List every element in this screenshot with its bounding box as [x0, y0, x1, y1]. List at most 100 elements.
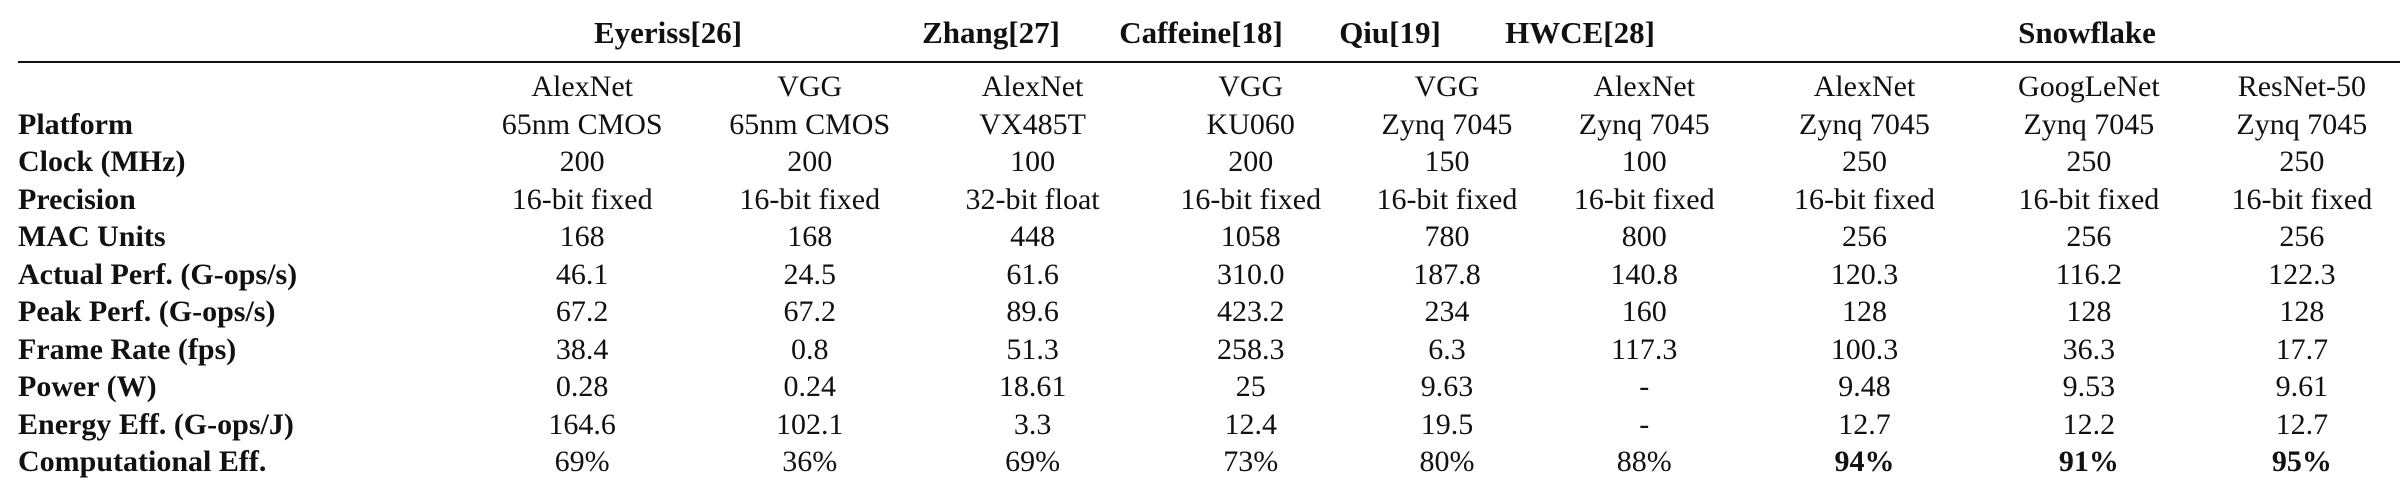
table-cell: 19.5 — [1420, 407, 1474, 441]
table-cell: 32-bit float — [965, 182, 1100, 216]
table-cell: VX485T — [979, 107, 1086, 141]
network-cell: VGG — [1218, 70, 1284, 103]
table-cell: 310.0 — [1216, 257, 1285, 291]
comparison-table: AlexNet VGG AlexNet VGG VGG AlexNet Alex… — [18, 68, 2400, 481]
table-cell: 250 — [2066, 145, 2112, 178]
network-row: AlexNet VGG AlexNet VGG VGG AlexNet Alex… — [18, 68, 2400, 106]
table-cell: - — [1639, 370, 1650, 403]
table-cell: Zynq 7045 — [1381, 107, 1513, 141]
table-cell: Zynq 7045 — [1799, 107, 1930, 141]
table-cell: 168 — [559, 220, 605, 253]
table-row: Platform 65nm CMOS 65nm CMOS VX485T KU060 Zyn… — [18, 106, 2400, 144]
group-header-qiu: Qiu[19] — [1339, 15, 1441, 50]
table-cell: 16-bit fixed — [2018, 182, 2160, 216]
table-cell: 120.3 — [1830, 257, 1899, 291]
table-cell: 95% — [2271, 445, 2332, 478]
table-cell: 61.6 — [1006, 257, 1059, 291]
table-cell: 17.7 — [2275, 332, 2329, 366]
row-label: Actual Perf. (G-ops/s) — [18, 257, 298, 291]
table-cell: 16-bit fixed — [1573, 182, 1715, 216]
table-cell: 46.1 — [555, 257, 609, 291]
table-cell: 94% — [1834, 445, 1895, 478]
table-cell: 200 — [559, 145, 605, 178]
group-header-eyeriss: Eyeriss[26] — [593, 15, 743, 50]
table-cell: 38.4 — [555, 332, 609, 366]
table-cell: 122.3 — [2268, 257, 2336, 291]
table-cell: 16-bit fixed — [511, 182, 653, 216]
table-cell: 256 — [2279, 220, 2325, 253]
group-header-caffeine: Caffeine[18] — [1119, 15, 1283, 50]
table-cell: 0.28 — [555, 370, 609, 403]
table-cell: 12.7 — [2275, 407, 2329, 441]
row-label: Platform — [18, 107, 133, 141]
header-rule — [18, 61, 2400, 63]
group-header-snowflake: Snowflake — [2018, 15, 2156, 50]
table-cell: 168 — [787, 220, 833, 253]
table-row: Energy Eff. (G-ops/J) 164.6 102.1 3.3 12.4 19… — [18, 406, 2400, 444]
row-label: Peak Perf. (G-ops/s) — [18, 295, 276, 328]
network-cell: ResNet-50 — [2237, 70, 2366, 103]
table-cell: 128 — [2066, 295, 2112, 328]
network-cell: VGG — [777, 70, 843, 103]
table-cell: 67.2 — [783, 295, 836, 328]
network-cell: AlexNet — [1593, 70, 1696, 103]
table-row: Clock (MHz) 200 200 100 200 150 100 250 250 250 — [18, 143, 2400, 181]
network-cell: AlexNet — [531, 70, 633, 103]
table-cell: Zynq 7045 — [2023, 107, 2155, 141]
network-cell: AlexNet — [981, 70, 1084, 103]
table-cell: Zynq 7045 — [2236, 107, 2368, 141]
group-header-zhang: Zhang[27] — [922, 15, 1060, 50]
table-cell: 80% — [1419, 445, 1475, 478]
table-cell: 73% — [1223, 445, 1279, 478]
table-cell: 128 — [2279, 295, 2325, 328]
row-label: MAC Units — [18, 220, 166, 253]
table-cell: 1058 — [1220, 220, 1281, 253]
table-cell: 9.63 — [1420, 370, 1474, 403]
network-cell: VGG — [1414, 70, 1480, 103]
table-cell: 423.2 — [1216, 295, 1285, 328]
table-cell: 16-bit fixed — [2231, 182, 2373, 216]
table-cell: 448 — [1010, 220, 1056, 253]
table-cell: 9.48 — [1838, 370, 1891, 403]
table-cell: 117.3 — [1611, 332, 1678, 366]
table-cell: 36.3 — [2062, 332, 2116, 366]
table-cell: 36% — [782, 445, 838, 478]
row-label: Clock (MHz) — [18, 145, 186, 178]
table-cell: 800 — [1621, 220, 1667, 253]
table-cell: 67.2 — [555, 295, 609, 328]
table-cell: 0.24 — [783, 370, 836, 403]
row-label: Precision — [18, 182, 136, 216]
table-cell: 140.8 — [1610, 257, 1678, 291]
table-cell: 16-bit fixed — [1180, 182, 1322, 216]
row-label: Energy Eff. (G-ops/J) — [18, 407, 294, 441]
table-cell: 65nm CMOS — [729, 107, 891, 141]
table-cell: 100 — [1010, 145, 1056, 178]
table-cell: 250 — [1841, 145, 1887, 178]
table-cell: KU060 — [1206, 107, 1295, 141]
table-row: Computational Eff. 69% 36% 69% 73% 80% 88% 94% 9… — [18, 443, 2400, 481]
table-cell: 88% — [1616, 445, 1672, 478]
table-cell: 6.3 — [1428, 332, 1466, 366]
table-row: Frame Rate (fps) 38.4 0.8 51.3 258.3 6.3 117.3… — [18, 331, 2400, 369]
row-label: Computational Eff. — [18, 445, 267, 478]
table-cell: 200 — [1228, 145, 1274, 178]
table-cell: 256 — [1841, 220, 1887, 253]
group-header-row: Eyeriss[26] Zhang[27] Caffeine[18] Qiu[1… — [0, 8, 2400, 58]
group-header-hwce: HWCE[28] — [1505, 15, 1655, 50]
table-cell: 91% — [2058, 445, 2119, 478]
table-cell: 256 — [2066, 220, 2112, 253]
table-cell: 0.8 — [790, 332, 829, 366]
table-cell: 3.3 — [1013, 407, 1052, 441]
table-cell: 250 — [2279, 145, 2325, 178]
row-label-empty — [18, 68, 469, 106]
table-cell: 25 — [1235, 370, 1266, 403]
table-cell: 9.61 — [2275, 370, 2329, 403]
table-cell: 16-bit fixed — [739, 182, 881, 216]
table-cell: 16-bit fixed — [1376, 182, 1518, 216]
table-cell: 51.3 — [1006, 332, 1059, 366]
table-cell: 200 — [787, 145, 833, 178]
table-cell: 102.1 — [775, 407, 844, 441]
table-cell: 12.7 — [1838, 407, 1891, 441]
table-row: MAC Units 168 168 448 1058 780 800 256 256 256 — [18, 218, 2400, 256]
table-cell: 69% — [1005, 445, 1061, 478]
